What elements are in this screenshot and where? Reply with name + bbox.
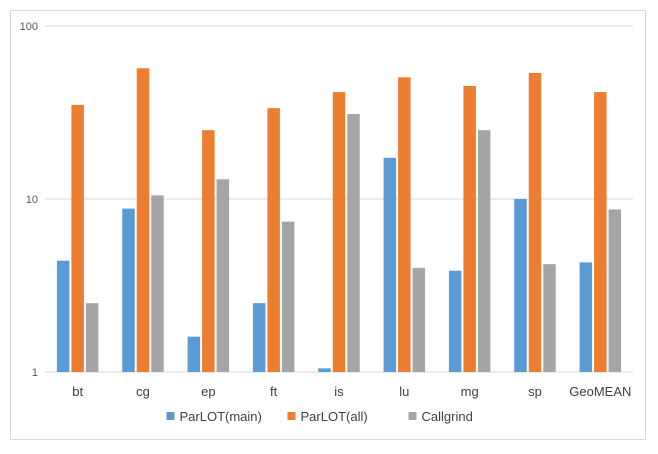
x-category-label: cg bbox=[136, 384, 150, 399]
legend-item-Callgrind: Callgrind bbox=[408, 409, 473, 424]
y-tick-label: 1 bbox=[32, 367, 38, 379]
x-category-label: bt bbox=[72, 384, 83, 399]
x-category-label: ft bbox=[270, 384, 278, 399]
bar-Callgrind-mg bbox=[477, 130, 491, 372]
bar-Callgrind-ft bbox=[281, 221, 295, 372]
bar-ParLOT(all)-mg bbox=[463, 85, 476, 372]
bar-ParLOT(main)-bt bbox=[56, 260, 70, 372]
bar-ParLOT(main)-is bbox=[318, 368, 331, 372]
bars bbox=[56, 68, 622, 373]
legend-swatch bbox=[408, 412, 417, 420]
y-tick-label: 100 bbox=[20, 21, 38, 33]
bar-Callgrind-sp bbox=[543, 264, 556, 372]
bar-ParLOT(main)-mg bbox=[448, 270, 462, 372]
legend: ParLOT(main) ParLOT(all) Callgrind bbox=[166, 409, 473, 424]
legend-item-ParLOT(all): ParLOT(all) bbox=[287, 409, 368, 424]
x-category-label: GeoMEAN bbox=[569, 384, 631, 399]
x-category-label: mg bbox=[461, 384, 479, 399]
bar-ParLOT(all)-is bbox=[332, 92, 346, 372]
bar-ParLOT(main)-ft bbox=[252, 303, 266, 372]
bar-Callgrind-cg bbox=[151, 195, 164, 372]
bar-ParLOT(all)-ft bbox=[267, 108, 280, 373]
bar-ParLOT(all)-ep bbox=[202, 130, 215, 372]
bar-Callgrind-ep bbox=[216, 179, 230, 372]
x-axis-categories: bt cg ep ft is lu mg sp GeoMEAN bbox=[72, 384, 631, 399]
bar-ParLOT(main)-GeoMEAN bbox=[579, 262, 593, 372]
legend-label: Callgrind bbox=[422, 409, 473, 424]
bar-Callgrind-lu bbox=[412, 267, 426, 372]
x-category-label: ep bbox=[201, 384, 215, 399]
legend-item-ParLOT(main): ParLOT(main) bbox=[166, 409, 262, 424]
legend-label: ParLOT(all) bbox=[301, 409, 368, 424]
bar-ParLOT(main)-ep bbox=[187, 336, 201, 372]
bar-Callgrind-bt bbox=[85, 303, 99, 372]
legend-label: ParLOT(main) bbox=[180, 409, 262, 424]
legend-swatch bbox=[287, 412, 296, 420]
bar-ParLOT(main)-lu bbox=[383, 157, 397, 372]
bar-ParLOT(main)-sp bbox=[514, 199, 527, 372]
bar-ParLOT(all)-GeoMEAN bbox=[594, 92, 607, 372]
y-tick-label: 10 bbox=[26, 194, 38, 206]
x-category-label: sp bbox=[528, 384, 542, 399]
chart-frame: 1 10 100 bt cg ep ft is lu mg sp GeoMEAN ParLOT(ma… bbox=[10, 10, 646, 440]
x-category-label: is bbox=[334, 384, 344, 399]
bar-ParLOT(all)-cg bbox=[136, 68, 150, 373]
chart-svg: 1 10 100 bt cg ep ft is lu mg sp GeoMEAN ParLOT(ma… bbox=[20, 21, 633, 424]
y-axis-ticks: 1 10 100 bbox=[20, 21, 38, 379]
bar-Callgrind-is bbox=[347, 113, 360, 372]
legend-swatch bbox=[166, 412, 175, 420]
bar-ParLOT(main)-cg bbox=[122, 208, 135, 372]
bar-ParLOT(all)-lu bbox=[398, 77, 411, 372]
bar-ParLOT(all)-sp bbox=[528, 72, 542, 372]
bar-Callgrind-GeoMEAN bbox=[608, 209, 622, 372]
bar-ParLOT(all)-bt bbox=[71, 104, 84, 373]
x-category-label: lu bbox=[399, 384, 409, 399]
